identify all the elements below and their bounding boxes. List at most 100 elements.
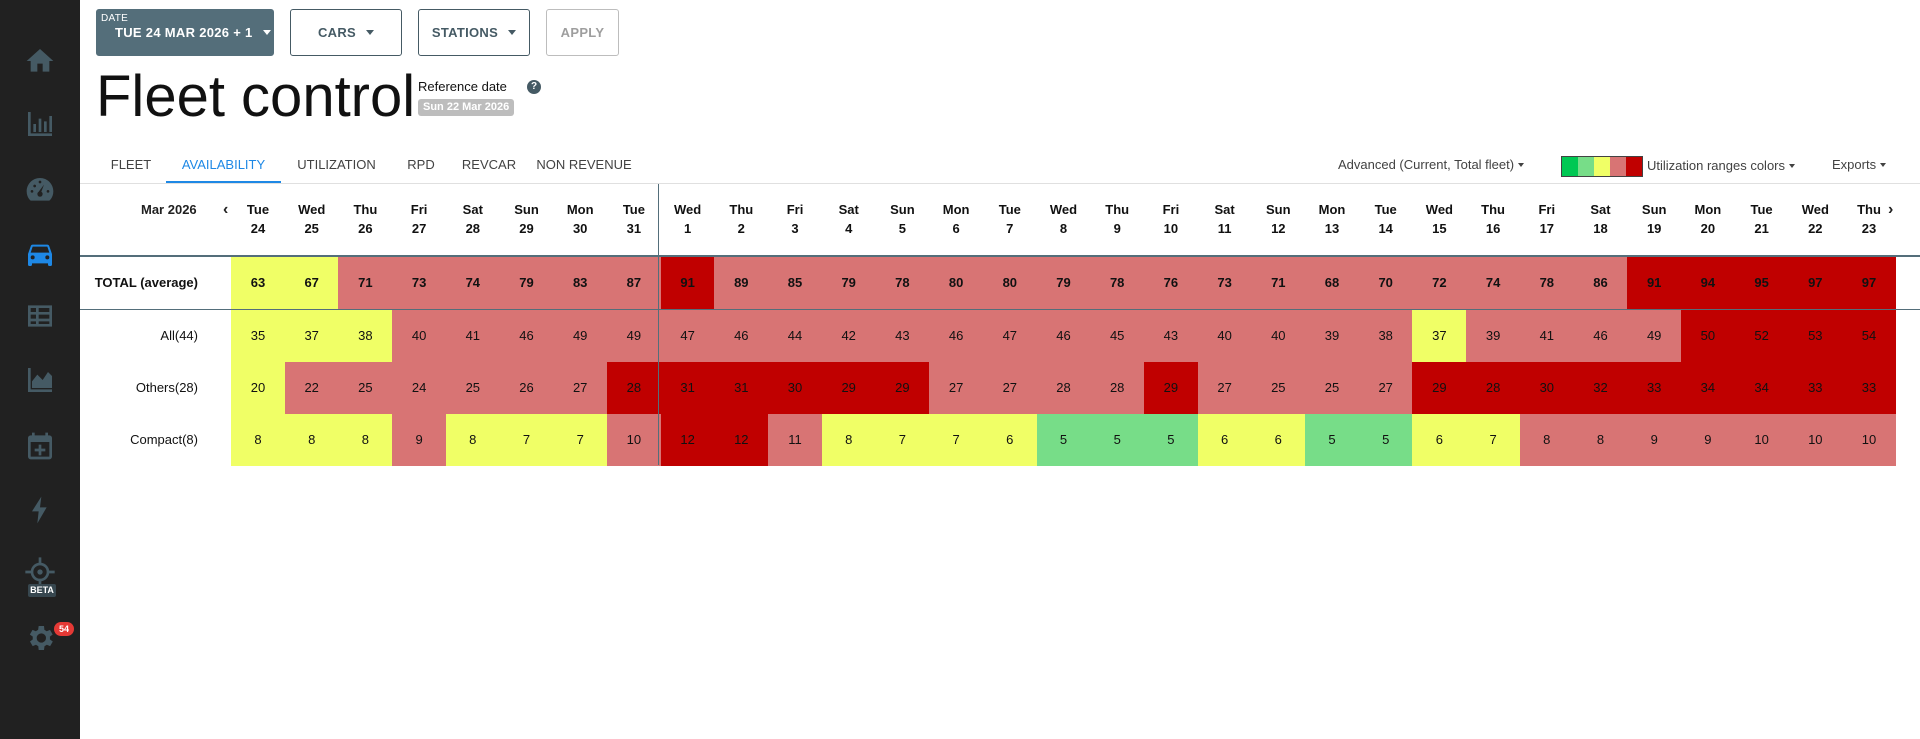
grid-cell[interactable]: 74 (445, 257, 500, 309)
row-label[interactable]: All(44) (160, 328, 198, 343)
grid-cell[interactable]: 78 (875, 257, 930, 309)
grid-cell[interactable]: 46 (714, 310, 769, 362)
grid-cell[interactable]: 25 (445, 362, 500, 414)
grid-cell[interactable]: 72 (1412, 257, 1467, 309)
grid-cell[interactable]: 52 (1734, 310, 1789, 362)
grid-cell[interactable]: 91 (660, 257, 715, 309)
grid-cell[interactable]: 79 (1036, 257, 1091, 309)
grid-cell[interactable]: 34 (1680, 362, 1735, 414)
grid-cell[interactable]: 73 (1197, 257, 1252, 309)
grid-cell[interactable]: 40 (392, 310, 447, 362)
grid-cell[interactable]: 5 (1305, 414, 1359, 466)
grid-cell[interactable]: 97 (1788, 257, 1843, 309)
grid-cell[interactable]: 9 (392, 414, 447, 466)
grid-cell[interactable]: 10 (1788, 414, 1843, 466)
grid-cell[interactable]: 8 (284, 414, 339, 466)
grid-cell[interactable]: 27 (553, 362, 608, 414)
grid-cell[interactable]: 97 (1842, 257, 1896, 309)
grid-cell[interactable]: 78 (1519, 257, 1574, 309)
grid-cell[interactable]: 46 (1573, 310, 1628, 362)
grid-cell[interactable]: 41 (445, 310, 500, 362)
grid-cell[interactable]: 53 (1788, 310, 1843, 362)
grid-cell[interactable]: 68 (1305, 257, 1359, 309)
grid-cell[interactable]: 25 (338, 362, 393, 414)
grid-cell[interactable]: 46 (929, 310, 984, 362)
grid-cell[interactable]: 39 (1466, 310, 1521, 362)
nav-beta[interactable] (0, 544, 80, 600)
grid-cell[interactable]: 86 (1573, 257, 1628, 309)
grid-cell[interactable]: 29 (875, 362, 930, 414)
grid-cell[interactable]: 10 (606, 414, 661, 466)
grid-cell[interactable]: 10 (1734, 414, 1789, 466)
grid-cell[interactable]: 5 (1036, 414, 1091, 466)
grid-cell[interactable]: 27 (929, 362, 984, 414)
grid-cell[interactable]: 44 (768, 310, 822, 362)
grid-cell[interactable]: 79 (821, 257, 876, 309)
grid-cell[interactable]: 76 (1143, 257, 1198, 309)
grid-cell[interactable]: 7 (1466, 414, 1521, 466)
row-label[interactable]: Others(28) (135, 380, 198, 395)
grid-cell[interactable]: 50 (1680, 310, 1735, 362)
grid-cell[interactable]: 7 (929, 414, 984, 466)
grid-cell[interactable]: 83 (553, 257, 608, 309)
grid-cell[interactable]: 7 (875, 414, 930, 466)
grid-cell[interactable]: 33 (1788, 362, 1843, 414)
grid-cell[interactable]: 8 (1519, 414, 1574, 466)
grid-cell[interactable]: 33 (1627, 362, 1682, 414)
grid-cell[interactable]: 87 (606, 257, 661, 309)
grid-cell[interactable]: 8 (338, 414, 393, 466)
grid-cell[interactable]: 6 (1251, 414, 1306, 466)
nav-power[interactable] (0, 482, 80, 538)
grid-cell[interactable]: 74 (1466, 257, 1521, 309)
nav-settings[interactable] (0, 610, 80, 666)
grid-cell[interactable]: 46 (1036, 310, 1091, 362)
chevron-right-icon[interactable]: › (1888, 201, 1894, 218)
grid-cell[interactable]: 30 (768, 362, 822, 414)
tab-availability[interactable]: AVAILABILITY (166, 150, 281, 183)
nav-fleet[interactable] (0, 226, 80, 282)
grid-cell[interactable]: 8 (231, 414, 285, 466)
grid-cell[interactable]: 31 (714, 362, 769, 414)
grid-cell[interactable]: 29 (821, 362, 876, 414)
grid-cell[interactable]: 27 (1197, 362, 1252, 414)
grid-cell[interactable]: 28 (1466, 362, 1521, 414)
grid-cell[interactable]: 12 (714, 414, 769, 466)
grid-cell[interactable]: 89 (714, 257, 769, 309)
cars-filter-button[interactable]: CARS (290, 9, 402, 56)
grid-cell[interactable]: 70 (1358, 257, 1413, 309)
grid-cell[interactable]: 42 (821, 310, 876, 362)
grid-cell[interactable]: 8 (821, 414, 876, 466)
tab-rpd[interactable]: RPD (407, 157, 435, 172)
grid-cell[interactable]: 12 (660, 414, 715, 466)
grid-cell[interactable]: 22 (284, 362, 339, 414)
grid-cell[interactable]: 79 (499, 257, 554, 309)
nav-reports[interactable] (0, 96, 80, 152)
grid-cell[interactable]: 28 (1036, 362, 1091, 414)
grid-cell[interactable]: 73 (392, 257, 447, 309)
grid-cell[interactable]: 28 (606, 362, 661, 414)
grid-cell[interactable]: 37 (284, 310, 339, 362)
grid-cell[interactable]: 7 (553, 414, 608, 466)
grid-cell[interactable]: 47 (982, 310, 1037, 362)
tab-revcar[interactable]: REVCAR (461, 157, 517, 172)
nav-analytics[interactable] (0, 352, 80, 408)
grid-cell[interactable]: 24 (392, 362, 447, 414)
grid-cell[interactable]: 30 (1519, 362, 1574, 414)
grid-cell[interactable]: 27 (1358, 362, 1413, 414)
grid-cell[interactable]: 71 (1251, 257, 1306, 309)
grid-cell[interactable]: 33 (1842, 362, 1896, 414)
grid-cell[interactable]: 6 (982, 414, 1037, 466)
row-label[interactable]: Compact(8) (130, 432, 198, 447)
grid-cell[interactable]: 40 (1251, 310, 1306, 362)
advanced-dropdown[interactable]: Advanced (Current, Total fleet) (1338, 157, 1525, 172)
ranges-colors-dropdown[interactable]: Utilization ranges colors (1647, 158, 1796, 173)
grid-cell[interactable]: 6 (1197, 414, 1252, 466)
tab-non-revenue[interactable]: NON REVENUE (536, 157, 632, 172)
grid-cell[interactable]: 91 (1627, 257, 1682, 309)
grid-cell[interactable]: 7 (499, 414, 554, 466)
stations-filter-button[interactable]: STATIONS (418, 9, 530, 56)
grid-cell[interactable]: 35 (231, 310, 285, 362)
grid-cell[interactable]: 29 (1412, 362, 1467, 414)
grid-cell[interactable]: 38 (1358, 310, 1413, 362)
grid-cell[interactable]: 11 (768, 414, 822, 466)
